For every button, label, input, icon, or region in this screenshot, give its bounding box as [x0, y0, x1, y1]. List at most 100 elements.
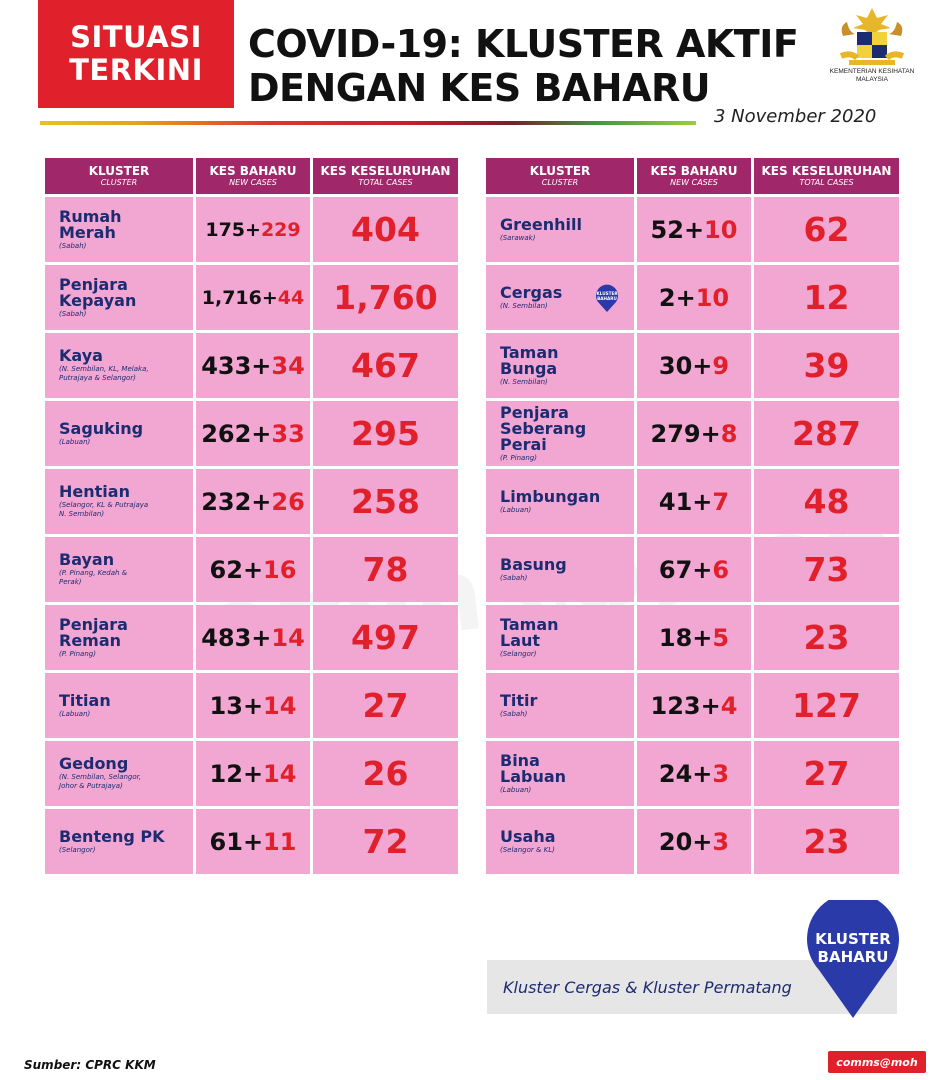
- cluster-name: Titir: [500, 690, 538, 710]
- plus-sign: +: [251, 419, 272, 448]
- new-cases-cell: 41 +7: [637, 469, 751, 534]
- source-credit: Sumber: CPRC KKM: [24, 1058, 156, 1072]
- cluster-state: (Sabah): [500, 573, 528, 582]
- plus-sign: +: [692, 555, 713, 584]
- total-cases-cell: 27: [754, 741, 899, 806]
- total-cases-cell: 467: [313, 333, 458, 398]
- note-text: Kluster Cergas & Kluster Permatang: [503, 977, 792, 997]
- total-cases-cell: 26: [313, 741, 458, 806]
- ministry-name: KEMENTERIAN KESIHATAN MALAYSIA: [829, 68, 915, 83]
- total-cases: 12: [803, 278, 850, 317]
- cluster-name: Cergas: [500, 282, 563, 302]
- header-cluster: KLUSTER CLUSTER: [45, 158, 193, 194]
- header-new: KES BAHARU NEW CASES: [196, 158, 310, 194]
- cluster-name: Rumah Merah: [59, 206, 122, 242]
- cluster-state: (Labuan): [59, 709, 91, 718]
- cluster-name-cell: Penjara Kepayan (Sabah): [45, 265, 193, 330]
- plus-sign: +: [692, 827, 713, 856]
- cluster-name: Basung: [500, 554, 567, 574]
- total-cases-cell: 404: [313, 197, 458, 262]
- plus-sign: +: [675, 283, 696, 312]
- new-cases-cell: 1,716 +44: [196, 265, 310, 330]
- new-cases: 44: [277, 286, 305, 309]
- new-cases: 4: [720, 691, 738, 720]
- plus-sign: +: [251, 623, 272, 652]
- cluster-name: Limbungan: [500, 486, 601, 506]
- header-cluster-label: KLUSTER: [529, 163, 591, 178]
- cluster-state: (N. Sembilan, KL, Melaka, Putrajaya & Se…: [59, 365, 149, 382]
- header-new-label: KES BAHARU: [209, 163, 297, 178]
- new-cases-cell: 24 +3: [637, 741, 751, 806]
- plus-sign: +: [692, 623, 713, 652]
- cluster-state: (Labuan): [500, 505, 532, 514]
- cluster-name-cell: Kaya (N. Sembilan, KL, Melaka, Putrajaya …: [45, 333, 193, 398]
- total-cases-cell: 287: [754, 401, 899, 466]
- new-cases-cell: 20 +3: [637, 809, 751, 874]
- cluster-state: (N. Sembilan): [500, 377, 548, 386]
- cluster-name: Greenhill: [500, 214, 582, 234]
- total-cases-cell: 258: [313, 469, 458, 534]
- total-cases: 497: [351, 618, 420, 657]
- plus-sign: +: [692, 487, 713, 516]
- new-cases: 14: [263, 759, 297, 788]
- header-new: KES BAHARU NEW CASES: [637, 158, 751, 194]
- new-cases: 7: [712, 487, 730, 516]
- report-date: 3 November 2020: [714, 106, 877, 127]
- title-line2: DENGAN KES BAHARU: [248, 66, 711, 110]
- total-cases: 127: [792, 686, 861, 725]
- new-cases-cell: 61 +11: [196, 809, 310, 874]
- plus-sign: +: [700, 419, 721, 448]
- cluster-name: Saguking: [59, 418, 144, 438]
- cluster-state: (Labuan): [59, 437, 91, 446]
- plus-sign: +: [700, 691, 721, 720]
- cluster-name: Bayan: [59, 550, 115, 569]
- new-cases-cell: 433 +34: [196, 333, 310, 398]
- cluster-name-cell: Benteng PK (Selangor): [45, 809, 193, 874]
- prev-cases: 12: [209, 759, 243, 788]
- total-cases-cell: 48: [754, 469, 899, 534]
- new-cases: 14: [263, 691, 297, 720]
- prev-cases: 52: [650, 215, 684, 244]
- cluster-state: (Selangor & KL): [500, 845, 555, 854]
- total-cases-cell: 295: [313, 401, 458, 466]
- plus-sign: +: [242, 827, 264, 856]
- total-cases: 26: [362, 754, 409, 793]
- cluster-name-cell: Hentian (Selangor, KL & Putrajaya N. Semb…: [45, 469, 193, 534]
- header-total-label: KES KESELURUHAN: [761, 163, 892, 178]
- plus-sign: +: [261, 286, 278, 309]
- title-underline: [40, 121, 696, 125]
- cluster-state: (Sabah): [500, 709, 528, 718]
- cluster-state: (Sabah): [59, 241, 87, 250]
- new-cases: 14: [271, 623, 305, 652]
- cluster-name: Kaya: [59, 346, 103, 365]
- total-cases: 258: [351, 482, 420, 521]
- total-cases: 287: [792, 414, 861, 453]
- total-cases: 404: [351, 210, 420, 249]
- cluster-name: Benteng PK: [59, 826, 165, 846]
- prev-cases: 67: [658, 555, 693, 584]
- badge-line1: SITUASI: [70, 20, 202, 54]
- cluster-name-cell: Usaha (Selangor & KL): [486, 809, 634, 874]
- cluster-table-left: KLUSTER CLUSTER KES BAHARU NEW CASES KES K…: [45, 158, 458, 874]
- total-cases-cell: 72: [313, 809, 458, 874]
- plus-sign: +: [242, 759, 264, 788]
- new-cases-cell: 67 +6: [637, 537, 751, 602]
- total-cases: 23: [803, 822, 850, 861]
- prev-cases: 24: [658, 759, 693, 788]
- cluster-name-cell: Bayan (P. Pinang, Kedah & Perak): [45, 537, 193, 602]
- cluster-name: Penjara Reman: [59, 614, 128, 650]
- cluster-name-cell: Rumah Merah (Sabah): [45, 197, 193, 262]
- header-new-label: KES BAHARU: [650, 163, 738, 178]
- new-cases-cell: 279 +8: [637, 401, 751, 466]
- total-cases-cell: 78: [313, 537, 458, 602]
- new-cases-cell: 232 +26: [196, 469, 310, 534]
- cluster-name: Penjara Seberang Perai: [500, 402, 587, 454]
- cluster-name-cell: Penjara Seberang Perai (P. Pinang): [486, 401, 634, 466]
- prev-cases: 279: [650, 419, 701, 448]
- total-cases-cell: 27: [313, 673, 458, 738]
- badge-line2: TERKINI: [69, 53, 203, 87]
- new-cases-cell: 2 +10: [637, 265, 751, 330]
- new-cases-cell: 52 +10: [637, 197, 751, 262]
- cluster-name: Titian: [59, 690, 111, 710]
- prev-cases: 2: [658, 283, 676, 312]
